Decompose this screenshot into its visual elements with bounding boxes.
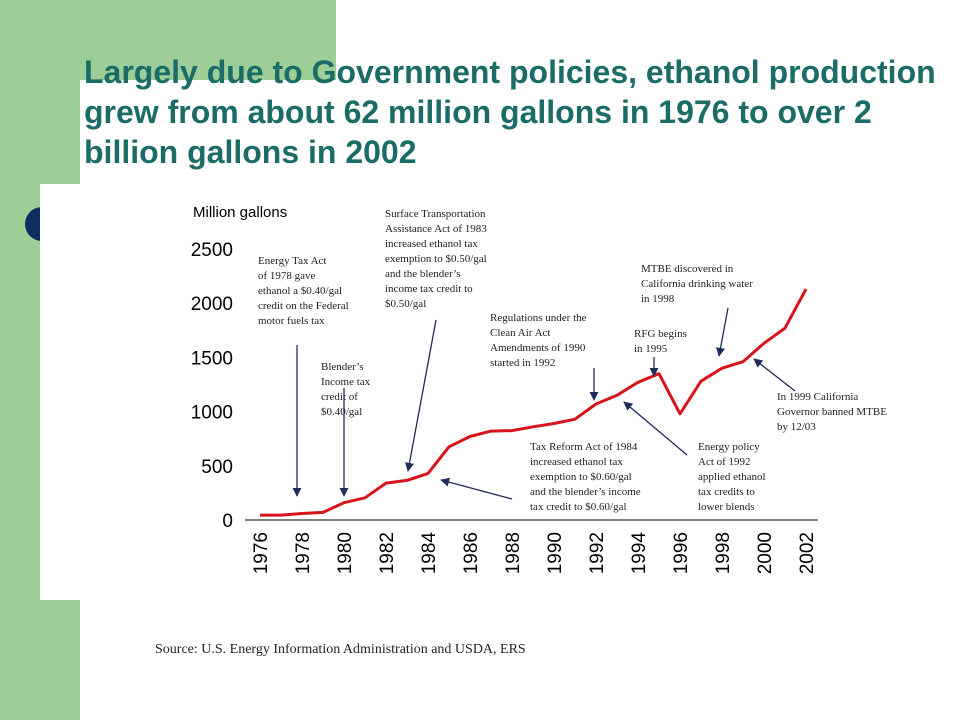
annotation-line: income tax credit to	[385, 283, 473, 295]
annotation-line: tax credit to $0.60/gal	[530, 501, 627, 513]
source-note: Source: U.S. Energy Information Administ…	[155, 642, 526, 657]
x-tick-label: 1980	[335, 532, 356, 574]
annotation-line: $0.40/gal	[321, 406, 362, 418]
annotation: Surface Transportation Assistance Act of …	[385, 208, 487, 310]
annotation-line: Tax Reform Act of 1984	[530, 441, 638, 453]
annotation-line: Clean Air Act	[490, 327, 551, 339]
annotation: Blender’s Income tax credit of $0.40/gal	[321, 361, 371, 418]
annotation-line: Regulations under the	[490, 312, 587, 324]
y-tick-label: 2500	[191, 240, 233, 261]
annotation-line: ethanol a $0.40/gal	[258, 285, 342, 297]
x-tick-label: 1986	[461, 532, 482, 574]
y-tick-label: 500	[201, 457, 233, 478]
y-tick-label: 2000	[191, 294, 233, 315]
annotation-line: MTBE discovered in	[641, 263, 734, 275]
chart-panel	[40, 184, 920, 600]
annotation-line: motor fuels tax	[258, 315, 325, 327]
annotation-line: In 1999 California	[777, 391, 858, 403]
annotation-line: in 1998	[641, 293, 675, 305]
x-tick-label: 1988	[503, 532, 524, 574]
annotation-line: applied ethanol	[698, 471, 766, 483]
annotation-line: Income tax	[321, 376, 371, 388]
annotation-line: credit on the Federal	[258, 300, 349, 312]
annotation-line: by 12/03	[777, 421, 816, 433]
x-tick-label: 2002	[797, 532, 818, 574]
green-panel-top	[80, 0, 336, 80]
green-panel-corner	[80, 80, 336, 200]
annotation-line: Amendments of 1990	[490, 342, 586, 354]
annotation-line: Surface Transportation	[385, 208, 486, 220]
annotation-line: in 1995	[634, 343, 668, 355]
annotation-line: Energy Tax Act	[258, 255, 326, 267]
annotation-line: Blender’s	[321, 361, 364, 373]
y-tick-label: 1500	[191, 348, 233, 369]
annotation-line: tax credits to	[698, 486, 755, 498]
annotation-line: Act of 1992	[698, 456, 751, 468]
annotation-line: increased ethanol tax	[385, 238, 478, 250]
annotation-arrow	[405, 319, 437, 472]
annotation-line: of 1978 gave	[258, 270, 316, 282]
x-tick-label: 1984	[419, 532, 440, 575]
annotation-line: and the blender’s	[385, 268, 461, 280]
x-tick-label: 2000	[755, 532, 776, 574]
annotation-arrow	[440, 477, 513, 500]
annotation: In 1999 California Governor banned MTBE b…	[777, 391, 887, 433]
x-tick-label: 1990	[545, 532, 566, 574]
annotation-line: exemption to $0.60/gal	[530, 471, 632, 483]
annotation: Energy Tax Act of 1978 gave ethanol a $0.4…	[258, 255, 349, 327]
annotation: RFG begins in 1995	[634, 328, 687, 355]
annotation-line: Governor banned MTBE	[777, 406, 887, 418]
annotation-line: RFG begins	[634, 328, 687, 340]
annotation: Regulations under the Clean Air Act Amendm…	[490, 312, 587, 369]
annotation-line: lower blends	[698, 501, 755, 513]
y-tick-label: 1000	[191, 403, 233, 424]
annotation-line: Energy policy	[698, 441, 760, 453]
annotation-line: and the blender’s income	[530, 486, 641, 498]
annotation-arrow	[716, 307, 729, 357]
annotation-line: increased ethanol tax	[530, 456, 623, 468]
annotation-arrow	[623, 401, 688, 456]
y-tick-label: 0	[222, 511, 233, 532]
annotation-arrow	[753, 358, 796, 392]
annotation-line: exemption to $0.50/gal	[385, 253, 487, 265]
annotation-line: Assistance Act of 1983	[385, 223, 487, 235]
x-tick-label: 1994	[629, 532, 650, 575]
annotation-line: credit of	[321, 391, 358, 403]
annotation-line: $0.50/gal	[385, 298, 426, 310]
x-tick-label: 1976	[251, 532, 272, 574]
annotation-line: California drinking water	[641, 278, 753, 290]
annotation-line: started in 1992	[490, 357, 555, 369]
x-tick-label: 1998	[713, 532, 734, 574]
x-tick-label: 1978	[293, 532, 314, 574]
annotation: Energy policy Act of 1992 applied ethanol t…	[698, 441, 766, 513]
annotation: MTBE discovered in California drinking wa…	[641, 263, 753, 305]
y-axis-label: Million gallons	[193, 204, 287, 221]
annotation: Tax Reform Act of 1984 increased ethanol …	[530, 441, 641, 513]
x-tick-label: 1982	[377, 532, 398, 574]
production-line	[260, 288, 808, 517]
x-tick-label: 1996	[671, 532, 692, 574]
slide-title: Largely due to Government policies, etha…	[84, 54, 936, 170]
x-tick-label: 1992	[587, 532, 608, 574]
